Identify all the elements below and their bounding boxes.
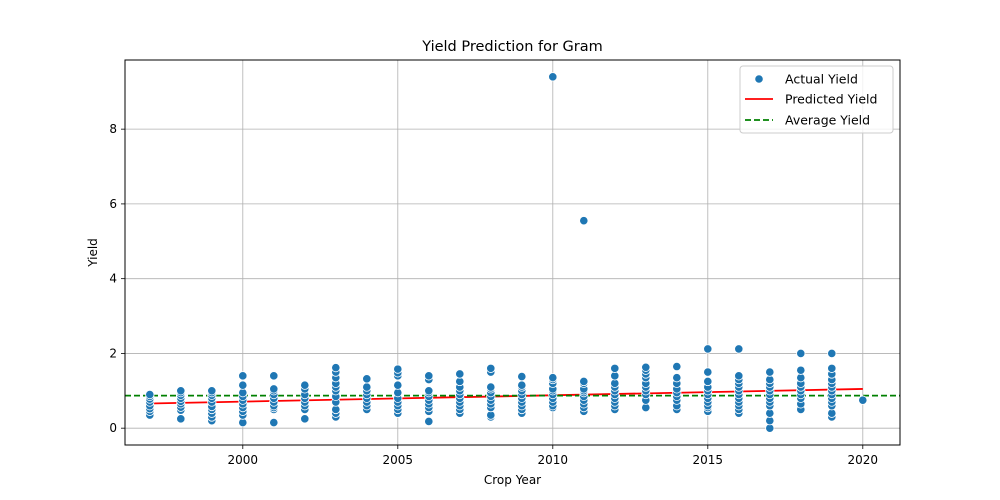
actual-yield-point (362, 382, 372, 392)
actual-yield-point (641, 362, 651, 372)
actual-yield-point (703, 367, 713, 377)
actual-yield-point (424, 416, 434, 427)
x-tick-label: 2000 (228, 453, 259, 467)
chart-title: Yield Prediction for Gram (421, 39, 603, 55)
actual-yield-point (331, 363, 341, 373)
actual-yield-point (455, 369, 465, 379)
legend-label-average-yield: Average Yield (785, 113, 870, 128)
y-tick-label: 4 (109, 272, 117, 286)
y-tick-label: 0 (109, 421, 117, 435)
actual-yield-point (796, 348, 806, 359)
actual-yield-point (300, 414, 310, 424)
actual-yield-point (672, 373, 682, 383)
actual-yield-point (269, 417, 279, 428)
actual-yield-point (486, 363, 496, 373)
actual-yield-point (703, 376, 713, 387)
actual-yield-point (734, 344, 744, 354)
actual-yield-point (827, 348, 837, 359)
legend-box (739, 65, 894, 134)
x-tick-label: 2015 (693, 453, 724, 467)
actual-yield-point (238, 380, 248, 390)
actual-yield-point (424, 386, 434, 396)
actual-yield-point (517, 371, 527, 382)
actual-yield-point (424, 371, 434, 381)
legend: Actual Yield Predicted Yield Average Yie… (739, 65, 894, 134)
plot-frame (124, 59, 901, 446)
actual-yield-point (486, 382, 496, 392)
x-tick-label: 2020 (848, 453, 879, 467)
actual-yield-point (269, 384, 279, 394)
actual-yield-point (145, 389, 155, 400)
actual-yield-point (548, 72, 558, 82)
ticks-layer: 2000 2005 2010 2015 2020 0 2 4 6 8 (109, 122, 878, 467)
x-axis-title: Crop Year (484, 473, 541, 487)
lines-layer (125, 388, 900, 405)
points-layer (145, 72, 868, 433)
actual-yield-point (548, 373, 558, 383)
legend-marker-actual-yield (754, 74, 764, 84)
y-axis-title: Yield (86, 238, 100, 268)
actual-yield-point (238, 371, 248, 381)
actual-yield-point (176, 386, 186, 396)
y-tick-label: 6 (109, 197, 117, 211)
actual-yield-point (858, 395, 868, 405)
actual-yield-point (827, 363, 837, 373)
actual-yield-point (765, 367, 775, 377)
actual-yield-point (734, 371, 744, 381)
actual-yield-point (207, 386, 217, 396)
actual-yield-point (393, 380, 403, 390)
y-tick-label: 8 (109, 122, 117, 136)
actual-yield-point (269, 371, 279, 381)
actual-yield-point (579, 376, 589, 387)
actual-yield-point (579, 216, 589, 226)
x-tick-label: 2005 (383, 453, 414, 467)
legend-label-predicted-yield: Predicted Yield (785, 92, 877, 107)
actual-yield-point (176, 414, 186, 424)
actual-yield-point (703, 344, 713, 354)
actual-yield-point (362, 374, 372, 384)
actual-yield-point (796, 365, 806, 375)
legend-label-actual-yield: Actual Yield (785, 72, 858, 87)
y-tick-label: 2 (109, 346, 117, 360)
actual-yield-point (610, 363, 620, 373)
x-tick-label: 2010 (538, 453, 569, 467)
actual-yield-point (300, 380, 310, 390)
actual-yield-point (517, 380, 527, 390)
actual-yield-point (393, 364, 403, 374)
actual-yield-point (672, 361, 682, 372)
